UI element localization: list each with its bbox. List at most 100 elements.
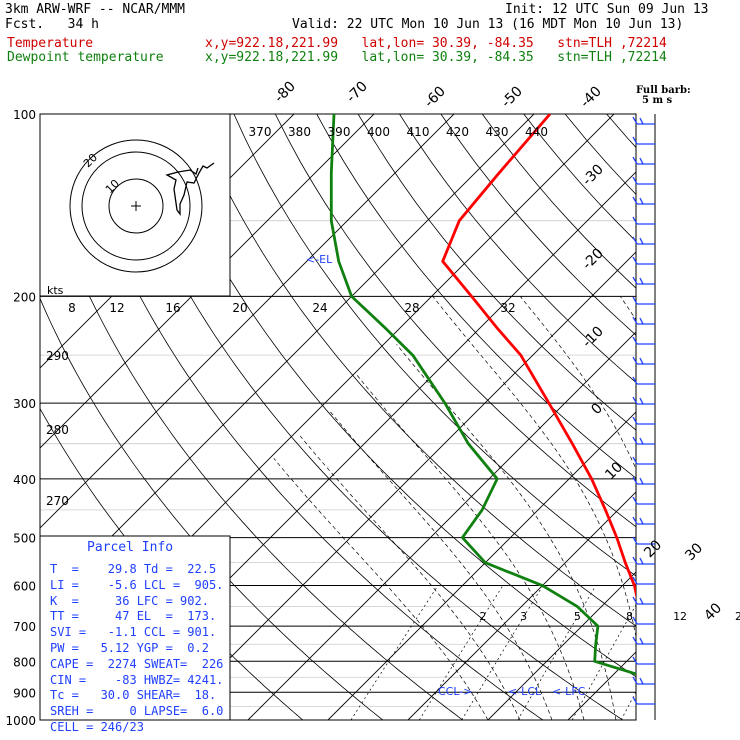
dry-adiabat-line [689, 114, 740, 720]
parcel-info-box [39, 535, 231, 721]
hodograph-speed-label: 32 [500, 301, 515, 315]
wind-barb-flag [639, 157, 644, 165]
wind-barb-flag [632, 176, 638, 185]
dry-adiabat-line [606, 114, 636, 148]
mixing-ratio-line [517, 585, 597, 720]
wind-barb-flag [632, 476, 638, 485]
pressure-tick-label: 600 [13, 580, 36, 594]
moist-adiabat-line [721, 296, 740, 720]
wind-barb-flag [639, 437, 644, 445]
dry-adiabat-line [67, 114, 544, 720]
dry-adiabat-line [274, 114, 636, 528]
wind-barb-flag [639, 477, 644, 485]
isotherm-line [327, 411, 636, 720]
wind-barb-flag [632, 656, 638, 665]
hodograph-speed-label: 8 [68, 301, 76, 315]
parcel-row: CELL = 246/23 [50, 720, 144, 734]
theta-label: 440 [525, 125, 548, 139]
dry-adiabat-line [192, 114, 636, 627]
mixing-ratio-label: 2 [479, 610, 486, 623]
valid-time: Valid: 22 UTC Mon 10 Jun 13 (16 MDT Mon … [292, 17, 684, 32]
pressure-tick-label: 100 [13, 108, 36, 122]
barb-legend: Full barb: 5 m s [636, 86, 691, 106]
temperature-location-info: x,y=922.18,221.99 lat,lon= 30.39, -84.35… [205, 36, 667, 51]
wind-barb-flag [639, 397, 644, 405]
wind-barb-flag [632, 676, 638, 685]
wind-barb-flag [632, 636, 638, 645]
theta-label: 380 [288, 125, 311, 139]
parcel-row: CAPE = 2274 SWEAT= 226 [50, 656, 224, 671]
pressure-tick-label: 800 [13, 655, 36, 669]
pressure-tick-label: 500 [13, 532, 36, 546]
wind-barb-flag [639, 557, 644, 565]
forecast-hour: Fcst. 34 h [5, 17, 99, 32]
isotherm-label: -50 [498, 83, 525, 110]
theta-label-left: 270 [46, 494, 69, 508]
dry-adiabat-line [233, 114, 636, 577]
dry-adiabat-line [316, 114, 636, 479]
isotherm-line [167, 251, 636, 720]
mixing-ratio-label: 3 [520, 610, 527, 623]
parcel-row: TT = 47 EL = 173. [50, 609, 217, 624]
moist-adiabat-line [520, 296, 636, 471]
wind-barb-flag [632, 216, 638, 225]
wind-barb-flag [632, 536, 638, 545]
wind-barb-flag [632, 596, 638, 605]
hodograph-speed-label: 16 [165, 301, 180, 315]
dry-adiabat-line [481, 114, 636, 289]
isotherm-line [567, 651, 636, 720]
wind-barb-flag [632, 336, 638, 345]
theta-label: 430 [486, 125, 509, 139]
barb-legend-line1: Full barb: [636, 85, 691, 96]
lcl-annotation: <-LCL [508, 685, 542, 698]
temperature-profile-line [441, 114, 636, 600]
wind-barb-flag [632, 116, 638, 125]
lfc-annotation: <-LFC [552, 685, 586, 698]
hodograph-frame [39, 113, 231, 297]
wind-barb-flag [639, 597, 644, 605]
isotherm-line [648, 114, 740, 720]
moist-adiabat-line [356, 375, 585, 720]
wind-barb-flag [632, 556, 638, 565]
moist-adiabat-line [273, 458, 489, 720]
isotherm-label: -30 [579, 161, 606, 188]
hodograph-speed-label: 24 [312, 301, 327, 315]
wind-barb-flag [632, 156, 638, 165]
el-annotation: <-EL [306, 253, 333, 266]
mixing-ratio-label: 8 [626, 610, 633, 623]
mixing-ratio-line [571, 604, 636, 720]
theta-label: 400 [367, 125, 390, 139]
hodograph-speed-label: 12 [109, 301, 124, 315]
temperature-legend: Temperature [7, 36, 94, 51]
isotherm-line [487, 571, 636, 720]
theta-label: 420 [446, 125, 469, 139]
isotherm-label: 10 [602, 459, 626, 483]
moist-adiabat-line [330, 411, 553, 720]
parcel-row: LI = -5.6 LCL = 905. [50, 577, 224, 592]
parcel-row: SREH = 0 LAPSE= 6.0 [50, 704, 224, 719]
wind-barb-flag [632, 236, 638, 245]
wind-barb-flag [639, 357, 644, 365]
parcel-row: T = 29.8 Td = 22.5 [50, 562, 217, 576]
pressure-tick-label: 300 [13, 397, 36, 411]
hodograph-trace [165, 162, 215, 216]
wind-barb-flag [632, 256, 638, 265]
pressure-tick-label: 1000 [5, 714, 36, 728]
wind-barb-flag [639, 517, 644, 525]
isotherm-line [40, 114, 455, 529]
moist-adiabat-line [432, 296, 636, 639]
isotherm-line [407, 491, 636, 720]
parcel-row: CIN = -83 HWBZ= 4241. [50, 672, 224, 687]
isotherm-label: -10 [579, 323, 606, 350]
dry-adiabat-line [357, 114, 636, 431]
dry-adiabat-line [40, 164, 464, 720]
parcel-info-title: Parcel Info [87, 540, 174, 555]
hodograph-speed-label: 28 [404, 301, 419, 315]
wind-barb-flag [632, 416, 638, 425]
hodograph-ring [108, 178, 164, 234]
hodograph-ring [69, 139, 203, 273]
hodograph-units: kts [47, 284, 64, 297]
mixing-ratio-label: 12 [673, 610, 687, 623]
wind-barb-flag [639, 637, 644, 645]
wind-barb-flag [639, 237, 644, 245]
